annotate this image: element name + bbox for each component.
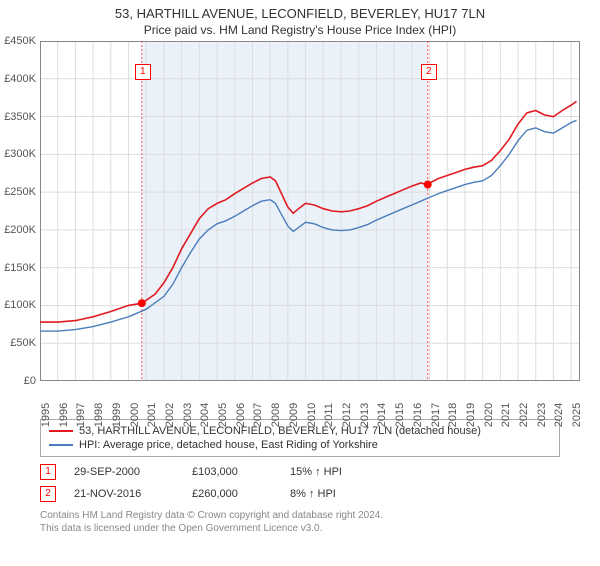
x-tick-label: 2001	[146, 403, 158, 427]
y-tick-label: £100K	[4, 299, 36, 311]
event-marker-1: 1	[135, 64, 151, 80]
x-tick-label: 1999	[111, 403, 123, 427]
event-marker-2: 2	[421, 64, 437, 80]
x-tick-label: 2005	[217, 403, 229, 427]
x-tick-label: 2025	[571, 403, 583, 427]
y-tick-label: £200K	[4, 224, 36, 236]
legend-item: HPI: Average price, detached house, East…	[49, 438, 551, 452]
x-tick-label: 2020	[483, 403, 495, 427]
x-tick-label: 2008	[270, 403, 282, 427]
footer-attribution: Contains HM Land Registry data © Crown c…	[40, 509, 560, 535]
x-tick-label: 2019	[465, 403, 477, 427]
sale-row: 1 29-SEP-2000 £103,000 15% ↑ HPI	[40, 461, 560, 483]
x-tick-label: 2012	[341, 403, 353, 427]
x-tick-label: 2024	[553, 403, 565, 427]
x-tick-label: 2018	[447, 403, 459, 427]
y-tick-label: £400K	[4, 73, 36, 85]
y-tick-label: £0	[24, 375, 36, 387]
x-tick-label: 2010	[306, 403, 318, 427]
y-tick-label: £450K	[4, 35, 36, 47]
sale-row: 2 21-NOV-2016 £260,000 8% ↑ HPI	[40, 483, 560, 505]
price-chart	[40, 41, 580, 381]
page-subtitle: Price paid vs. HM Land Registry's House …	[0, 23, 600, 37]
sale-date: 29-SEP-2000	[74, 466, 174, 478]
page-title: 53, HARTHILL AVENUE, LECONFIELD, BEVERLE…	[0, 6, 600, 21]
x-tick-label: 2022	[518, 403, 530, 427]
x-tick-label: 2003	[182, 403, 194, 427]
x-tick-label: 2015	[394, 403, 406, 427]
sale-price: £260,000	[192, 488, 272, 500]
x-tick-label: 1996	[58, 403, 70, 427]
footer-line-2: This data is licensed under the Open Gov…	[40, 522, 560, 535]
footer-line-1: Contains HM Land Registry data © Crown c…	[40, 509, 560, 522]
x-tick-label: 2007	[252, 403, 264, 427]
x-tick-label: 2000	[129, 403, 141, 427]
sales-table: 1 29-SEP-2000 £103,000 15% ↑ HPI 2 21-NOV-201…	[40, 461, 560, 505]
x-tick-label: 2006	[235, 403, 247, 427]
sale-hpi-relative: 15% ↑ HPI	[290, 466, 370, 478]
x-tick-label: 2002	[164, 403, 176, 427]
x-tick-label: 2023	[536, 403, 548, 427]
x-tick-label: 2016	[412, 403, 424, 427]
x-tick-label: 2014	[376, 403, 388, 427]
x-tick-label: 2013	[359, 403, 371, 427]
x-tick-label: 2011	[323, 403, 335, 427]
x-tick-label: 2021	[500, 403, 512, 427]
sale-number-box: 2	[40, 486, 56, 502]
y-tick-label: £150K	[4, 262, 36, 274]
x-tick-label: 2009	[288, 403, 300, 427]
x-tick-label: 1998	[93, 403, 105, 427]
legend-label: HPI: Average price, detached house, East…	[79, 439, 378, 451]
y-tick-label: £300K	[4, 148, 36, 160]
x-tick-label: 2004	[199, 403, 211, 427]
y-tick-label: £250K	[4, 186, 36, 198]
sale-hpi-relative: 8% ↑ HPI	[290, 488, 370, 500]
sale-number-box: 1	[40, 464, 56, 480]
legend-swatch	[49, 444, 73, 446]
sale-price: £103,000	[192, 466, 272, 478]
x-tick-label: 1997	[75, 403, 87, 427]
chart-area: £0£50K£100K£150K£200K£250K£300K£350K£400…	[40, 41, 580, 411]
y-tick-label: £50K	[10, 337, 36, 349]
x-tick-label: 2017	[430, 403, 442, 427]
sale-date: 21-NOV-2016	[74, 488, 174, 500]
y-tick-label: £350K	[4, 111, 36, 123]
legend-swatch	[49, 430, 73, 432]
x-tick-label: 1995	[40, 403, 52, 427]
